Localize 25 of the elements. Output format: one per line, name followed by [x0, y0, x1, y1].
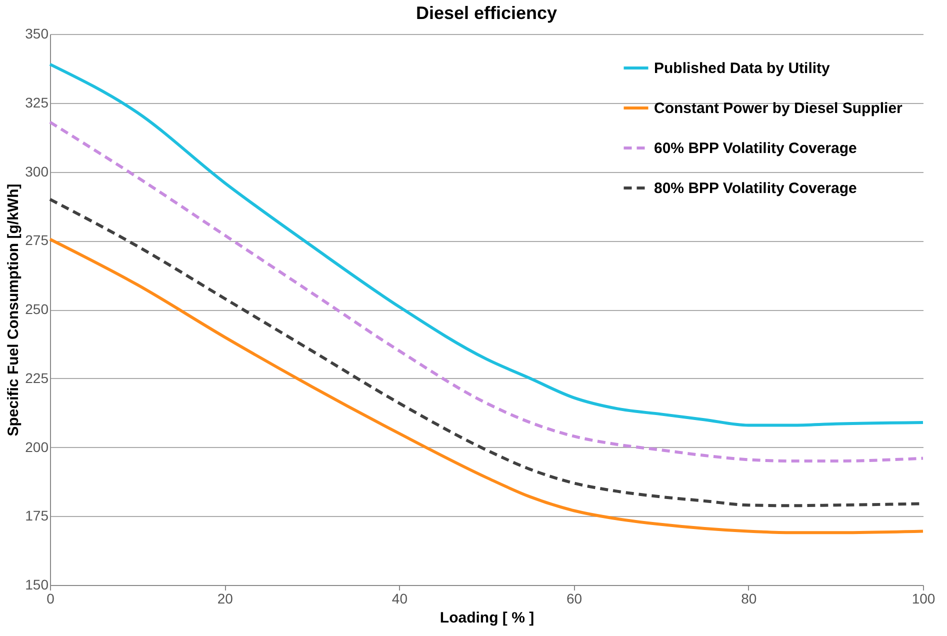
- y-axis-title: Specific Fuel Consumption [g/kWh]: [5, 184, 22, 436]
- line-series: [48, 62, 924, 427]
- legend-label: 60% BPP Volatility Coverage: [654, 140, 857, 157]
- line-series: [48, 238, 924, 534]
- x-axis-title: Loading [ % ]: [440, 610, 534, 626]
- x-tick-label: 80: [741, 590, 757, 606]
- y-tick-label: 275: [25, 232, 49, 248]
- y-tick-label: 325: [25, 94, 49, 110]
- x-tick-label: 40: [392, 590, 408, 606]
- x-tick-label: 60: [566, 590, 582, 606]
- y-tick-label: 150: [25, 576, 49, 592]
- y-tick-label: 225: [25, 370, 49, 386]
- x-tick-label: 0: [46, 590, 55, 606]
- y-tick-label: 175: [25, 508, 49, 524]
- y-tick-label: 350: [25, 26, 49, 42]
- x-tick-label: 100: [912, 590, 936, 606]
- chart-title: Diesel efficiency: [416, 3, 558, 23]
- legend-label: 80% BPP Volatility Coverage: [654, 180, 857, 197]
- y-tick-label: 250: [25, 301, 49, 317]
- y-tick-label: 200: [25, 438, 49, 455]
- legend-label: Constant Power by Diesel Supplier: [654, 100, 903, 117]
- y-tick-label: 300: [25, 163, 49, 180]
- line-series: [48, 120, 924, 463]
- x-tick-label: 20: [217, 590, 234, 606]
- legend-label: Published Data by Utility: [654, 60, 831, 77]
